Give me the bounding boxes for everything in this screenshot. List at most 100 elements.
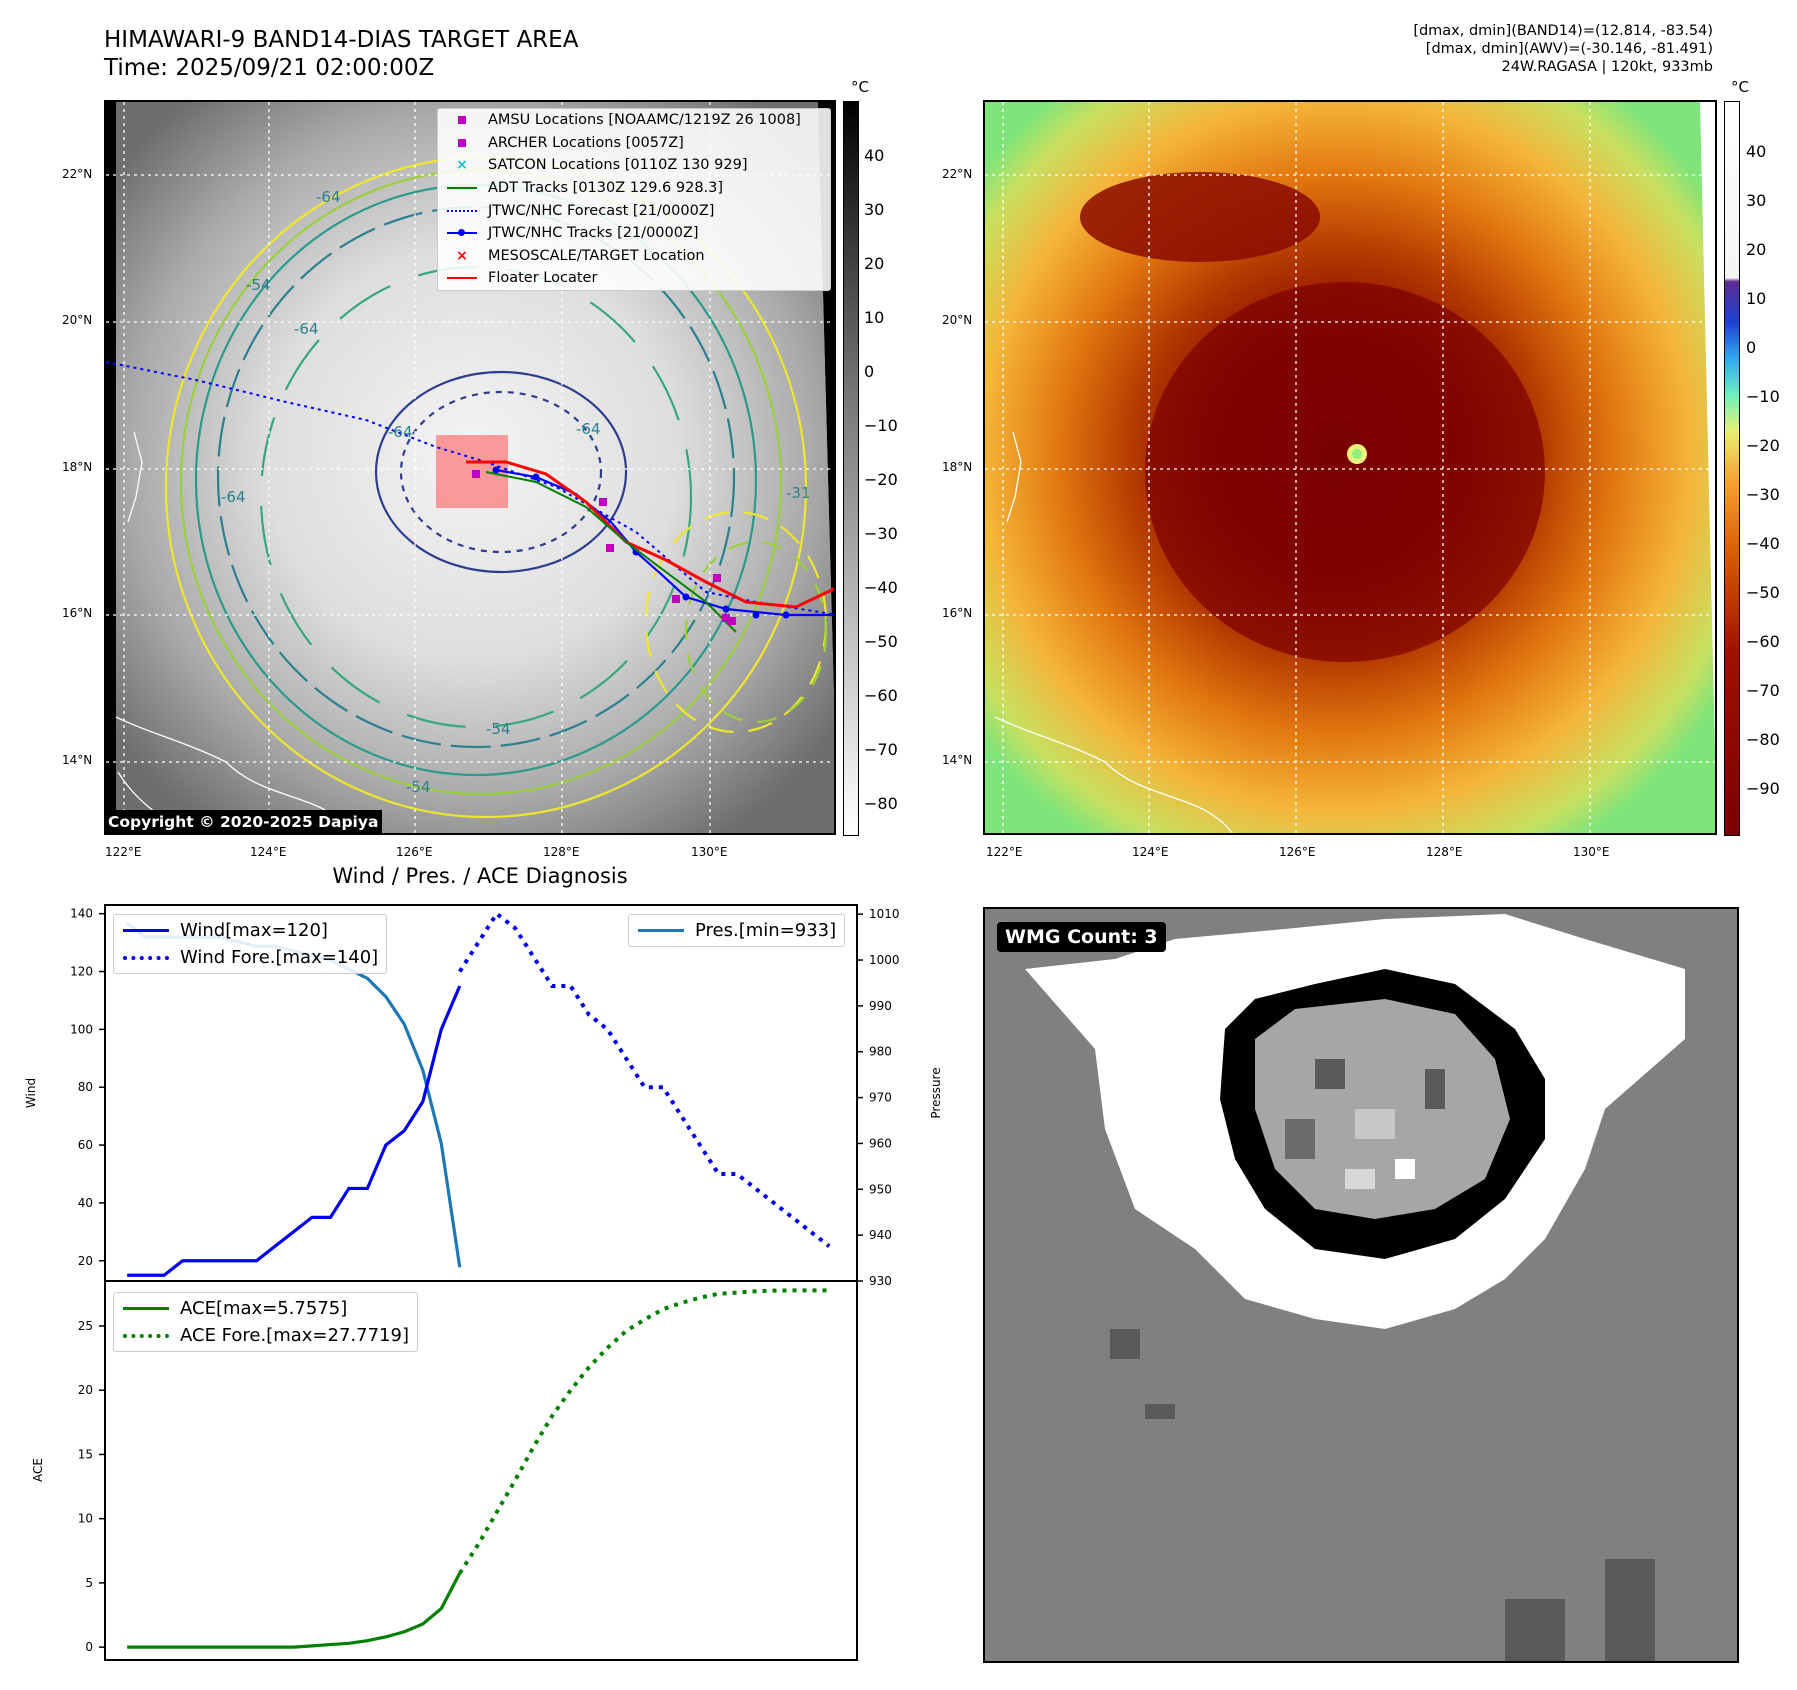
wind-y-ticks: 20 40 60 80 100 120 140 xyxy=(70,907,105,1268)
gray-colorbar-unit: °C xyxy=(851,78,869,96)
legend-adt: ADT Tracks [0130Z 129.6 928.3] xyxy=(438,177,830,200)
storm-info: [dmax, dmin](BAND14)=(12.814, -83.54) [d… xyxy=(1413,22,1713,76)
lon-label: 122°E xyxy=(986,845,1023,859)
legend-floater: Floater Locater xyxy=(438,267,830,290)
y-tick-label: 5 xyxy=(85,1576,93,1590)
svg-text:-64: -64 xyxy=(294,320,319,338)
title-line-2: Time: 2025/09/21 02:00:00Z xyxy=(104,55,435,81)
y-tick-label: 25 xyxy=(78,1319,93,1333)
lon-label: 124°E xyxy=(250,845,287,859)
lon-label: 126°E xyxy=(1279,845,1316,859)
y-tick-label: 0 xyxy=(85,1640,93,1654)
y-tick-label: 930 xyxy=(869,1274,892,1288)
y-tick-label: 10 xyxy=(78,1512,93,1526)
svg-text:-54: -54 xyxy=(406,778,431,796)
lon-label: 130°E xyxy=(1573,845,1610,859)
ace-y-ticks: 0 5 10 15 20 25 xyxy=(78,1319,105,1654)
coastline xyxy=(994,431,1233,833)
amsu-archer-markers xyxy=(472,470,736,625)
wind-axis-label: Wind xyxy=(24,1078,38,1108)
info-line-3: 24W.RAGASA | 120kt, 933mb xyxy=(1501,59,1713,75)
y-tick-label: 20 xyxy=(78,1383,93,1397)
svg-text:-64: -64 xyxy=(576,420,601,438)
svg-text:-54: -54 xyxy=(486,720,511,738)
enhanced-ir-panel xyxy=(983,100,1717,835)
lon-label: 130°E xyxy=(691,845,728,859)
y-tick-label: 40 xyxy=(78,1196,93,1210)
legend-mesoscale: × MESOSCALE/TARGET Location xyxy=(456,247,705,264)
y-tick-label: 15 xyxy=(78,1447,93,1461)
lat-label: 14°N xyxy=(62,753,93,767)
lat-label: 22°N xyxy=(942,167,973,181)
legend-jtwc-tracks: JTWC/NHC Tracks [21/0000Z] xyxy=(438,222,830,245)
info-line-1: [dmax, dmin](BAND14)=(12.814, -83.54) xyxy=(1413,23,1713,39)
lat-label: 14°N xyxy=(942,753,973,767)
wmg-pixels xyxy=(1025,914,1685,1661)
wmg-count-label: WMG Count: 3 xyxy=(997,922,1166,952)
floater-track xyxy=(466,460,834,609)
legend-ace: ACE[max=5.7575] xyxy=(114,1295,417,1322)
legend-archer: ARCHER Locations [0057Z] xyxy=(438,132,830,155)
lon-label: 122°E xyxy=(105,845,142,859)
lat-label: 16°N xyxy=(62,606,93,620)
legend-ace-forecast: ACE Fore.[max=27.7719] xyxy=(114,1322,417,1349)
lat-label: 20°N xyxy=(942,313,973,327)
y-tick-label: 100 xyxy=(70,1022,93,1036)
y-tick-label: 940 xyxy=(869,1228,892,1242)
wind-line xyxy=(127,985,462,1277)
contour-labels: -64 -64 -54 -64 -64 -54 -54 -64 -31 xyxy=(221,188,811,796)
enhanced-ir-svg xyxy=(985,102,1715,833)
lat-label: 18°N xyxy=(942,460,973,474)
y-tick-label: 20 xyxy=(78,1254,93,1268)
svg-text:-64: -64 xyxy=(221,488,246,506)
svg-text:-54: -54 xyxy=(246,276,271,294)
info-line-2: [dmax, dmin](AWV)=(-30.146, -81.491) xyxy=(1425,41,1713,57)
title-line-1: HIMAWARI-9 BAND14-DIAS TARGET AREA xyxy=(104,27,579,53)
gray-colorbar xyxy=(843,101,859,836)
legend-satcon: × SATCON Locations [0110Z 130 929] xyxy=(456,157,748,174)
y-tick-label: 80 xyxy=(78,1080,93,1094)
legend-amsu: AMSU Locations [NOAAMC/1219Z 26 1008] xyxy=(438,109,830,132)
color-colorbar-unit: °C xyxy=(1731,78,1749,96)
y-tick-label: 970 xyxy=(869,1091,892,1105)
legend-wind: Wind[max=120] xyxy=(114,917,386,944)
graticule xyxy=(985,102,1715,833)
chart-title: HIMAWARI-9 BAND14-DIAS TARGET AREA Time:… xyxy=(104,26,578,82)
ir-map-panel: -64 -64 -54 -64 -64 -54 -54 -64 -31 AMSU… xyxy=(104,100,836,835)
y-tick-label: 1000 xyxy=(869,953,900,967)
map-legend: AMSU Locations [NOAAMC/1219Z 26 1008] AR… xyxy=(437,108,831,291)
ace-axis-label: ACE xyxy=(31,1458,45,1482)
y-tick-label: 960 xyxy=(869,1136,892,1150)
adt-track xyxy=(485,471,737,633)
lon-label: 128°E xyxy=(543,845,580,859)
copyright-label: Copyright © 2020-2025 Dapiya xyxy=(104,810,383,834)
lon-label: 128°E xyxy=(1426,845,1463,859)
pressure-legend: Pres.[min=933] xyxy=(628,914,846,947)
lon-label: 124°E xyxy=(1132,845,1169,859)
pressure-axis-label: Pressure xyxy=(929,1067,943,1118)
wind-forecast-line xyxy=(458,910,831,1248)
y-tick-label: 950 xyxy=(869,1182,892,1196)
color-colorbar xyxy=(1724,101,1740,836)
pressure-y-ticks: 930 940 950 960 970 980 990 1000 1010 xyxy=(857,907,900,1288)
ace-forecast-line xyxy=(458,1288,830,1575)
lon-label: 126°E xyxy=(396,845,433,859)
y-tick-label: 140 xyxy=(70,907,93,921)
svg-text:-64: -64 xyxy=(316,188,341,206)
lat-label: 20°N xyxy=(62,313,93,327)
svg-text:-64: -64 xyxy=(388,423,413,441)
lat-label: 16°N xyxy=(942,606,973,620)
svg-text:-31: -31 xyxy=(786,484,811,502)
wind-legend: Wind[max=120] Wind Fore.[max=140] xyxy=(113,914,388,974)
lat-label: 18°N xyxy=(62,460,93,474)
y-tick-label: 60 xyxy=(78,1138,93,1152)
y-tick-label: 120 xyxy=(70,965,93,979)
y-tick-label: 1010 xyxy=(869,907,900,921)
y-tick-label: 990 xyxy=(869,999,892,1013)
ace-legend: ACE[max=5.7575] ACE Fore.[max=27.7719] xyxy=(113,1292,418,1352)
wmg-svg xyxy=(1025,914,1685,1661)
legend-pressure: Pres.[min=933] xyxy=(629,917,844,944)
diagnosis-title: Wind / Pres. / ACE Diagnosis xyxy=(332,864,628,888)
ace-series xyxy=(127,1288,830,1649)
ace-line xyxy=(127,1572,462,1649)
